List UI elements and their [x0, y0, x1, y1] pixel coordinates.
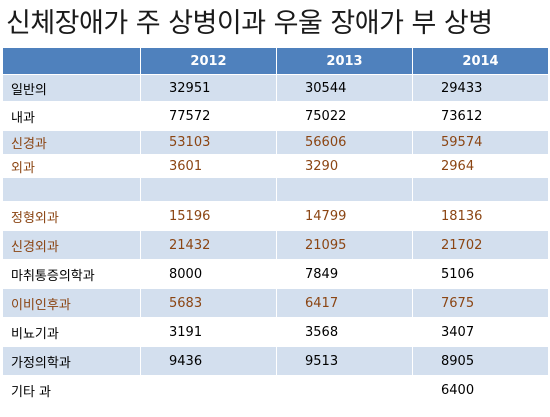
- row-label: 일반의: [2, 74, 141, 102]
- cell-2013: [276, 375, 413, 405]
- cell-2013: 14799: [276, 201, 413, 231]
- table-row: 정형외과 15196 14799 18136: [2, 201, 549, 231]
- row-label: 외과: [2, 154, 141, 178]
- cell-2012: 21432: [140, 230, 277, 260]
- page-title: 신체장애가 주 상병이과 우울 장애가 부 상병: [6, 8, 493, 39]
- cell-2012: 15196: [140, 201, 277, 231]
- header-2013: 2013: [276, 47, 413, 75]
- cell-2014: 7675: [412, 288, 549, 318]
- cell-2014: 8905: [412, 346, 549, 376]
- cell-2012: 5683: [140, 288, 277, 318]
- row-label: 신경과: [2, 130, 141, 155]
- table-row: 신경과 53103 56606 59574: [2, 130, 549, 155]
- row-label: 가정의학과: [2, 346, 141, 376]
- row-label: 마취통증의학과: [2, 259, 141, 289]
- cell-2013: 3290: [276, 154, 413, 178]
- cell-2012: [140, 177, 277, 202]
- header-2014: 2014: [412, 47, 549, 75]
- row-label: 기타 과: [2, 375, 141, 405]
- table-row: 비뇨기과 3191 3568 3407: [2, 317, 549, 347]
- cell-2014: 2964: [412, 154, 549, 178]
- header-corner: [2, 47, 141, 75]
- row-label: 정형외과: [2, 201, 141, 231]
- cell-2012: 8000: [140, 259, 277, 289]
- cell-2014: 73612: [412, 101, 549, 131]
- cell-2014: 5106: [412, 259, 549, 289]
- cell-2014: 18136: [412, 201, 549, 231]
- cell-2012: 3191: [140, 317, 277, 347]
- cell-2014: 21702: [412, 230, 549, 260]
- cell-2013: [276, 177, 413, 202]
- cell-2014: 59574: [412, 130, 549, 155]
- cell-2013: 3568: [276, 317, 413, 347]
- cell-2012: 3601: [140, 154, 277, 178]
- cell-2013: 7849: [276, 259, 413, 289]
- cell-2012: 77572: [140, 101, 277, 131]
- table-row: 외과 3601 3290 2964: [2, 154, 549, 178]
- cell-2014: 29433: [412, 74, 549, 102]
- table-row: 이비인후과 5683 6417 7675: [2, 288, 549, 318]
- row-label: 내과: [2, 101, 141, 131]
- cell-2014: [412, 177, 549, 202]
- cell-2013: 21095: [276, 230, 413, 260]
- statistics-table: 2012 2013 2014 일반의 32951 30544 29433 내과 77572…: [2, 47, 549, 405]
- header-row: 2012 2013 2014: [2, 47, 549, 75]
- row-label: 신경외과: [2, 230, 141, 260]
- table-row: [2, 177, 549, 202]
- row-label: [2, 177, 141, 202]
- table-row: 가정의학과 9436 9513 8905: [2, 346, 549, 376]
- cell-2013: 30544: [276, 74, 413, 102]
- row-label: 비뇨기과: [2, 317, 141, 347]
- table-row: 내과 77572 75022 73612: [2, 101, 549, 131]
- cell-2012: 9436: [140, 346, 277, 376]
- table-row: 일반의 32951 30544 29433: [2, 74, 549, 102]
- header-2012: 2012: [140, 47, 277, 75]
- table-body: 일반의 32951 30544 29433 내과 77572 75022 73612 신경과 53…: [2, 74, 549, 405]
- cell-2014: 6400: [412, 375, 549, 405]
- cell-2013: 75022: [276, 101, 413, 131]
- table-row: 신경외과 21432 21095 21702: [2, 230, 549, 260]
- cell-2013: 6417: [276, 288, 413, 318]
- cell-2012: 32951: [140, 74, 277, 102]
- row-label: 이비인후과: [2, 288, 141, 318]
- table-row: 마취통증의학과 8000 7849 5106: [2, 259, 549, 289]
- table-row: 기타 과 6400: [2, 375, 549, 405]
- cell-2012: 53103: [140, 130, 277, 155]
- cell-2012: [140, 375, 277, 405]
- cell-2013: 56606: [276, 130, 413, 155]
- cell-2014: 3407: [412, 317, 549, 347]
- cell-2013: 9513: [276, 346, 413, 376]
